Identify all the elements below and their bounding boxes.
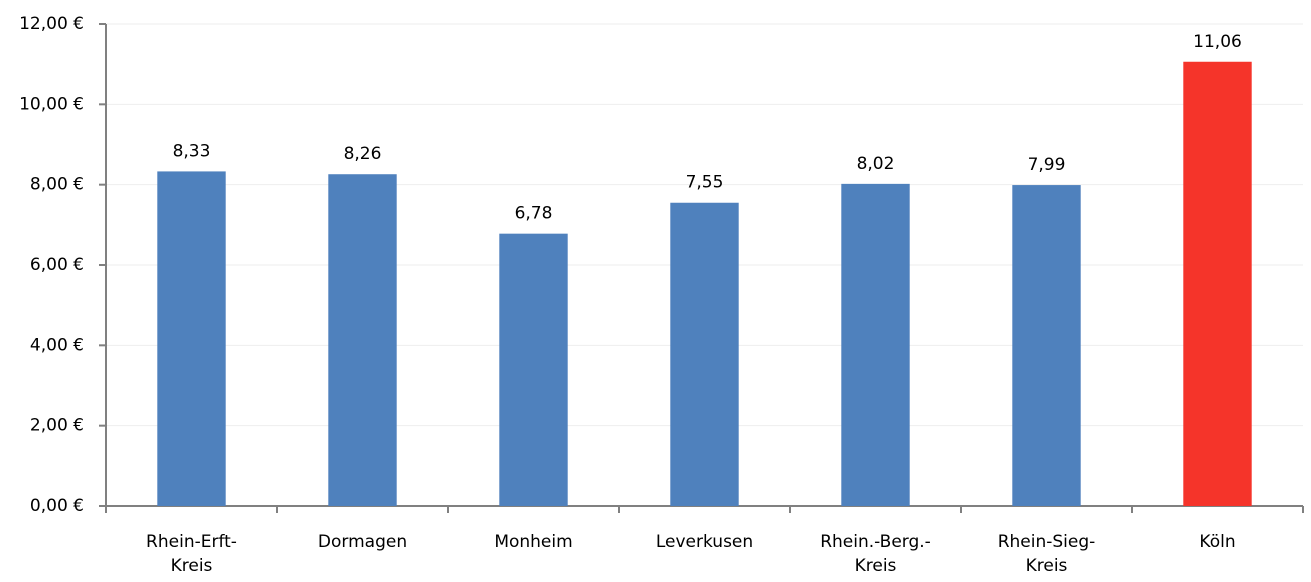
y-tick-label: 0,00 €	[30, 496, 84, 516]
y-tick-label: 8,00 €	[30, 175, 84, 195]
bar	[1012, 185, 1081, 506]
data-label: 8,02	[857, 154, 895, 174]
bar	[841, 183, 910, 506]
x-tick-label: Rhein-Erft- Kreis	[146, 532, 237, 576]
bar	[157, 171, 226, 506]
data-label: 6,78	[515, 204, 553, 224]
y-tick-label: 4,00 €	[30, 335, 84, 355]
y-tick-label: 6,00 €	[30, 255, 84, 275]
x-tick-label: Rhein-Sieg- Kreis	[997, 532, 1096, 576]
x-tick-label: Köln	[1199, 532, 1236, 552]
data-label: 8,26	[344, 144, 382, 164]
y-tick-label: 12,00 €	[19, 14, 84, 34]
y-tick-label: 10,00 €	[19, 94, 84, 114]
data-label: 11,06	[1193, 32, 1242, 52]
x-tick-label: Leverkusen	[655, 532, 754, 552]
y-tick-label: 2,00 €	[30, 416, 84, 436]
bar	[1183, 61, 1252, 507]
data-label: 7,55	[686, 173, 724, 193]
x-tick-label: Monheim	[494, 532, 573, 552]
bar	[328, 174, 397, 506]
bar	[499, 233, 568, 507]
data-label: 8,33	[173, 141, 211, 161]
x-tick-label: Rhein.-Berg.- Kreis	[820, 532, 931, 576]
data-label: 7,99	[1028, 155, 1066, 175]
bar	[670, 202, 739, 506]
x-tick-label: Dormagen	[317, 532, 408, 552]
